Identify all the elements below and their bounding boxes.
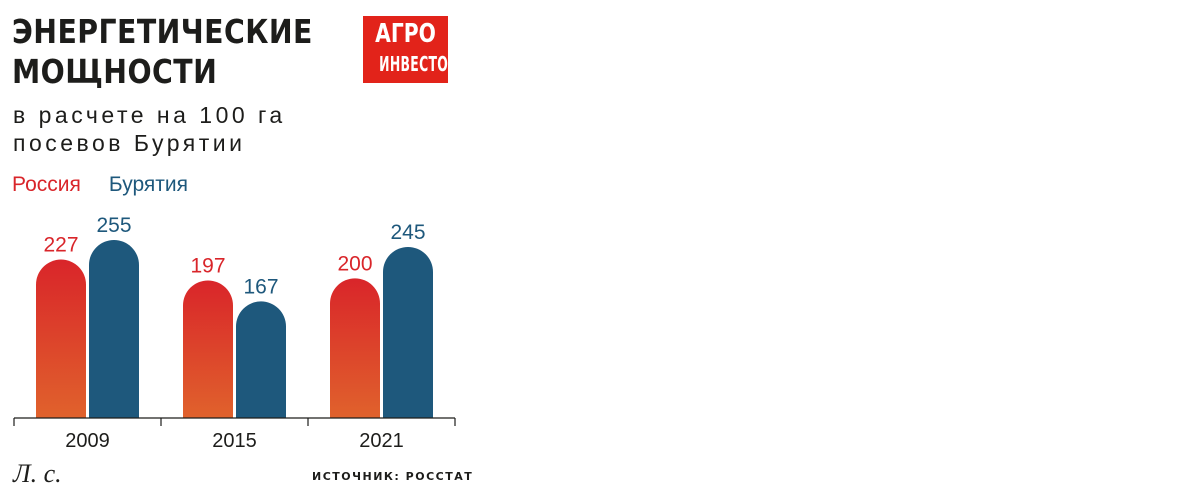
legend-item-buryatia: Бурятия (108, 173, 188, 196)
agroinvestor-logo: АГРО ИНВЕСТОР (363, 16, 457, 83)
x-tick-label-2015: 2015 (212, 430, 257, 452)
x-tick-label-2009: 2009 (65, 430, 110, 452)
x-tick-label-2021: 2021 (359, 430, 404, 452)
chart-subtitle: в расчете на 100 га посевов Бурятии (13, 101, 286, 157)
legend-item-russia: Россия (12, 173, 81, 196)
data-label-russia-2015: 197 (190, 254, 225, 277)
bar-buryatia-2021 (383, 246, 433, 418)
data-label-buryatia-2015: 167 (243, 275, 278, 298)
chart-subtitle-line-2: посевов Бурятии (13, 130, 246, 156)
data-label-russia-2009: 227 (43, 234, 78, 257)
logo-line-1: АГРО (375, 19, 436, 49)
bar-buryatia-2015 (236, 301, 286, 418)
bar-russia-2009 (36, 259, 86, 418)
chart-title-line-1: ЭНЕРГЕТИЧЕСКИЕ (12, 12, 313, 51)
chart-title: ЭНЕРГЕТИЧЕСКИЕ МОЩНОСТИ (12, 12, 313, 92)
chart-title-line-2: МОЩНОСТИ (12, 52, 218, 91)
bar-russia-2021 (330, 278, 380, 418)
chart-subtitle-line-1: в расчете на 100 га (13, 102, 286, 128)
data-label-russia-2021: 200 (337, 252, 372, 275)
data-label-buryatia-2021: 245 (390, 221, 425, 244)
unit-label: Л. с. (13, 459, 62, 488)
data-label-buryatia-2009: 255 (96, 214, 131, 237)
bar-buryatia-2009 (89, 240, 139, 418)
bar-russia-2015 (183, 280, 233, 418)
source-label: ИСТОЧНИК: РОССТАТ (312, 470, 474, 483)
bar-chart: 227 255 197 167 200 245 2009 2015 2021 (13, 214, 456, 452)
chart-legend: Россия Бурятия (12, 172, 216, 198)
